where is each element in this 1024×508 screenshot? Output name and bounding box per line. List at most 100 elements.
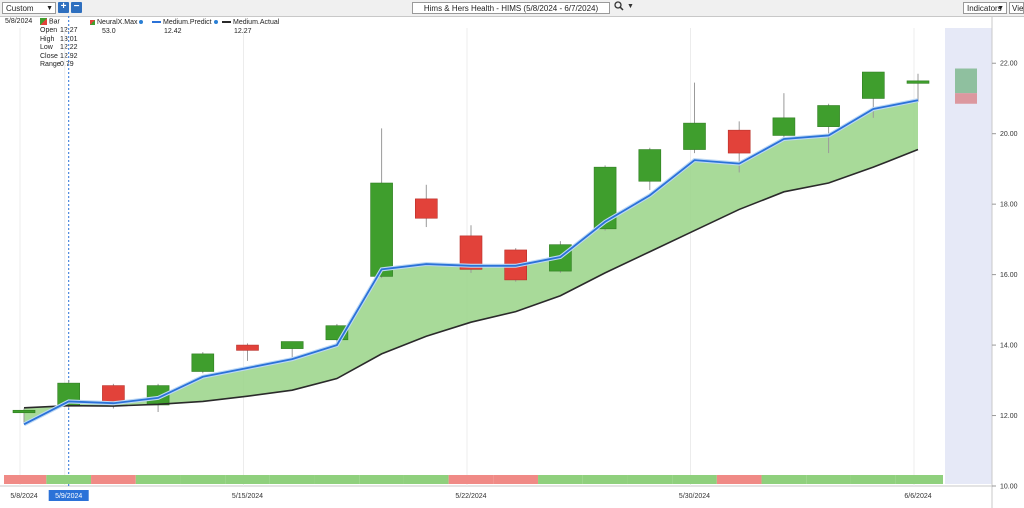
neuralx-band-segment <box>448 475 494 484</box>
y-tick-label: 14.00 <box>1000 343 1018 350</box>
neuralx-band-segment <box>135 475 181 484</box>
neuralx-band-segment <box>716 475 762 484</box>
y-tick-label: 16.00 <box>1000 272 1018 279</box>
chevron-down-icon[interactable]: ▼ <box>627 3 634 10</box>
neuralx-band-segment <box>582 475 628 484</box>
forecast-region <box>945 28 992 484</box>
candle-body <box>459 235 483 270</box>
candle <box>683 82 706 154</box>
candle-body <box>370 182 393 277</box>
candle-body <box>906 80 930 84</box>
settings-dot-icon[interactable] <box>139 20 144 25</box>
range-row: Range0.79 <box>40 61 78 70</box>
bar-icon <box>40 18 47 25</box>
x-tick-label: 5/15/2024 <box>232 493 263 500</box>
forecast-upper <box>955 68 977 94</box>
neuralx-band-segment <box>46 475 92 484</box>
high-label: High <box>40 35 55 43</box>
predict-line-icon <box>152 21 161 24</box>
neuralx-band-segment <box>359 475 404 484</box>
predict-value: 12.42 <box>164 27 182 35</box>
actual-line-icon <box>222 21 231 24</box>
candle <box>280 341 304 358</box>
neuralx-band-segment <box>269 475 315 484</box>
candle-body <box>191 353 215 372</box>
range-label: Range <box>40 61 61 69</box>
candle-body <box>817 105 840 127</box>
predict-label: Medium.Predict <box>163 19 212 26</box>
candle-body <box>727 129 751 154</box>
candle <box>593 165 617 231</box>
neuralx-band-segment <box>895 475 943 484</box>
neuralx-band-segment <box>538 475 583 484</box>
candle <box>414 184 438 228</box>
range-select[interactable]: Custom ▼ <box>2 2 56 14</box>
y-tick-label: 18.00 <box>1000 202 1018 209</box>
neuralx-band-segment <box>314 475 360 484</box>
actual-label: Medium.Actual <box>233 19 280 26</box>
search-icon[interactable] <box>614 1 624 13</box>
range-select-label: Custom <box>6 4 34 13</box>
info-date: 5/8/2024 <box>5 18 33 25</box>
y-tick-label: 10.00 <box>1000 484 1018 491</box>
candle <box>12 408 36 423</box>
chevron-down-icon: ▼ <box>997 5 1004 12</box>
x-tick-label: 5/30/2024 <box>679 493 710 500</box>
candle <box>370 128 393 279</box>
high-row: High 13.01 <box>40 36 78 45</box>
view-button[interactable]: View <box>1009 2 1024 14</box>
open-label: Open <box>40 26 58 34</box>
toolbar: Custom ▼ + − Hims & Hers Health - HIMS (… <box>0 0 1024 17</box>
candle-body <box>12 409 36 414</box>
neuralx-band-segment <box>761 475 807 484</box>
x-tick-label: 5/8/2024 <box>10 493 37 500</box>
y-tick-label: 22.00 <box>1000 61 1018 68</box>
y-tick-label: 20.00 <box>1000 131 1018 138</box>
range-value: 0.79 <box>60 61 74 69</box>
indicators-label: Indicators <box>967 4 1002 13</box>
indicators-button[interactable]: Indicators ▼ <box>963 2 1007 14</box>
forecast-lower <box>955 93 977 104</box>
actual-value: 12.27 <box>234 27 252 35</box>
neuralx-band-segment <box>180 475 226 484</box>
price-chart[interactable]: 22.00 20.00 18.00 16.00 14.00 12.00 10.00 5/8/… <box>0 16 1024 508</box>
neuralx-band-segment <box>225 475 270 484</box>
x-tick-label: 6/6/2024 <box>904 493 931 500</box>
neuralx-band-segment <box>806 475 851 484</box>
candle-body <box>638 149 662 182</box>
candle <box>638 147 662 191</box>
candle-body <box>683 122 706 150</box>
chevron-down-icon: ▼ <box>46 5 53 12</box>
bar-label: Bar <box>49 18 60 26</box>
candle <box>236 343 259 361</box>
medium-actual-line <box>23 148 919 409</box>
view-label: View <box>1012 4 1024 13</box>
low-value: 12.22 <box>60 44 78 52</box>
candle-body <box>414 198 438 219</box>
neuralx-band-segment <box>850 475 896 484</box>
candle <box>191 352 215 374</box>
neuralx-label: NeuralX.Max <box>97 19 138 26</box>
neuralx-icon <box>90 19 95 25</box>
open-row: Open 12.27 <box>40 27 78 36</box>
candle-body <box>280 341 304 349</box>
candle-body <box>861 71 885 99</box>
legend-actual: Medium.Actual 12.27 <box>222 19 279 36</box>
neuralx-band-segment <box>627 475 673 484</box>
neuralx-band-segment <box>493 475 539 484</box>
open-value: 12.27 <box>60 26 78 34</box>
candle-body <box>772 117 796 136</box>
y-tick-label: 12.00 <box>1000 413 1018 420</box>
chart-title[interactable]: Hims & Hers Health - HIMS (5/8/2024 - 6/… <box>412 2 610 14</box>
candle-body <box>236 344 259 351</box>
candle <box>817 103 840 154</box>
bar-row: Bar <box>40 18 78 27</box>
settings-dot-icon[interactable] <box>213 20 218 25</box>
candle-body <box>593 166 617 230</box>
zoom-in-button[interactable]: + <box>58 2 69 13</box>
zoom-out-button[interactable]: − <box>71 2 82 13</box>
neuralx-value: 53.0 <box>102 27 116 35</box>
info-panel: 5/8/2024 <box>5 18 32 27</box>
low-label: Low <box>40 44 53 52</box>
x-tick-label: 5/22/2024 <box>455 493 486 500</box>
